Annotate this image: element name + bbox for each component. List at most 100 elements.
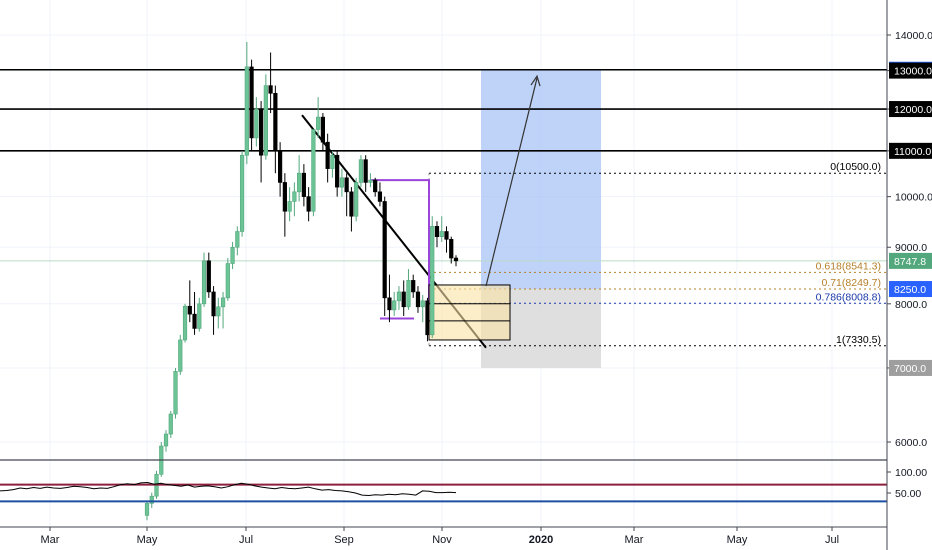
- candle: [178, 334, 183, 375]
- candle: [168, 410, 173, 439]
- price-tag: [889, 252, 932, 269]
- candle-body: [244, 66, 249, 156]
- candle: [439, 216, 444, 242]
- candle: [325, 133, 330, 183]
- candle-body: [254, 108, 259, 139]
- candle: [320, 113, 325, 151]
- candle-body: [444, 231, 449, 240]
- candle-body: [382, 201, 387, 299]
- time-tick-label: Sep: [334, 534, 354, 546]
- candle: [411, 274, 416, 298]
- horizontal-levels[interactable]: [0, 68, 887, 262]
- price-tag-label: 13000.0: [894, 66, 932, 78]
- candle: [358, 155, 364, 188]
- price-tag-label: 11000.0: [894, 146, 931, 158]
- candle-body: [344, 177, 349, 193]
- candle: [249, 59, 254, 151]
- candle-body: [325, 141, 330, 169]
- fibonacci-retracement[interactable]: 0(10500.0) 0.618(8541.3) 0.71(8249.7) 0.786…: [428, 161, 887, 347]
- candle-body: [168, 413, 173, 435]
- candle-body: [330, 154, 335, 169]
- candle: [235, 226, 240, 256]
- candle-body: [349, 191, 354, 217]
- candle: [149, 492, 154, 508]
- fib-level-label: 0.618(8541.3): [816, 260, 881, 272]
- fib-level-label: 1(7330.5): [836, 334, 881, 346]
- candle: [335, 150, 340, 197]
- candle: [244, 41, 249, 165]
- time-tick-label: Mar: [41, 534, 60, 546]
- candle-body: [358, 159, 364, 183]
- price-tag-label: 12000.0: [894, 104, 932, 116]
- candle: [216, 297, 221, 329]
- rsi-pane: [0, 459, 887, 503]
- fib-level-label: 0(10500.0): [830, 161, 881, 173]
- candle-body: [430, 226, 435, 336]
- candle: [239, 150, 245, 237]
- candle-body: [396, 291, 402, 302]
- candle-body: [434, 226, 440, 237]
- price-axis[interactable]: 14000.0 13000.0 12000.0 11000.0 10000.0 9000.…: [886, 0, 932, 550]
- candle-body: [220, 297, 226, 308]
- candle: [377, 182, 383, 207]
- candle-body: [368, 179, 373, 183]
- candle-body: [316, 116, 321, 130]
- candle: [268, 52, 273, 114]
- candle-body: [178, 339, 183, 372]
- candle-body: [420, 300, 425, 308]
- candle: [220, 291, 226, 329]
- candle-body: [320, 116, 325, 143]
- time-axis[interactable]: Mar May Jul Sep Nov 2020 Mar May Jul: [0, 526, 887, 546]
- candle: [311, 129, 316, 217]
- price-tag-label: 8747.8: [894, 256, 926, 268]
- candle: [434, 221, 440, 248]
- candle: [382, 196, 387, 316]
- candle-body: [225, 263, 230, 299]
- price-tick-label: 6000.0: [895, 437, 927, 449]
- price-tag-label: 7000.0: [894, 363, 926, 375]
- candle-body: [373, 179, 378, 193]
- price-axis-bg: [887, 0, 932, 550]
- candle-body: [311, 129, 316, 212]
- candle: [387, 274, 392, 323]
- range-bracket-top: [371, 179, 430, 304]
- demand-zone-box: [428, 284, 511, 341]
- projection-arrow-line: [485, 77, 538, 287]
- price-tag: [889, 281, 932, 298]
- time-tick-label: Jul: [825, 534, 839, 546]
- candles-series: [144, 41, 459, 521]
- candle: [316, 97, 321, 138]
- candle-body: [377, 191, 383, 202]
- candle-body: [425, 300, 430, 336]
- chart-grid: [0, 0, 887, 527]
- candle-body: [249, 66, 254, 139]
- candle-body: [192, 313, 197, 329]
- candle: [206, 252, 211, 298]
- time-tick-label: Nov: [432, 534, 452, 546]
- candle: [211, 286, 216, 335]
- candle-body: [206, 260, 211, 293]
- candle-body: [278, 150, 283, 183]
- candle-body: [201, 260, 207, 305]
- candle: [263, 74, 268, 160]
- trend-drawings[interactable]: [301, 74, 541, 349]
- candle: [282, 173, 287, 237]
- candle: [192, 291, 197, 335]
- candle: [449, 236, 454, 264]
- candle: [258, 101, 264, 183]
- candle: [297, 155, 302, 202]
- candle-body: [449, 238, 454, 259]
- price-tag-label: 8250.0: [894, 284, 926, 296]
- candle: [230, 241, 235, 270]
- candle: [354, 177, 359, 222]
- candle-body: [354, 182, 359, 217]
- candle: [430, 216, 435, 339]
- candle-body: [292, 191, 297, 202]
- candle-body: [187, 305, 192, 315]
- fib-level-label: 0.786(8008.8): [816, 291, 881, 303]
- candle-body: [392, 300, 397, 311]
- candle-body: [268, 85, 273, 94]
- candle: [187, 280, 192, 323]
- candle-body: [306, 196, 311, 212]
